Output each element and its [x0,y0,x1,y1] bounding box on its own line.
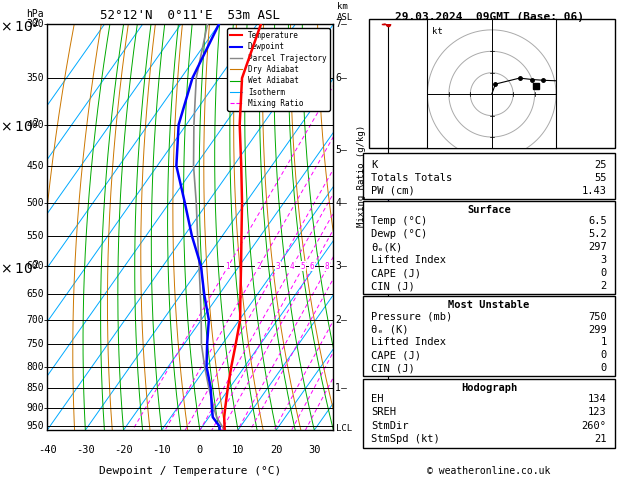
Text: 134: 134 [588,394,607,404]
Text: 3: 3 [276,261,280,271]
Text: 850: 850 [26,382,44,393]
Text: 25: 25 [594,160,607,170]
Text: CAPE (J): CAPE (J) [371,268,421,278]
Text: Most Unstable: Most Unstable [448,300,530,310]
Text: Hodograph: Hodograph [461,382,517,393]
Text: 900: 900 [26,402,44,413]
Text: 297: 297 [588,242,607,252]
Text: 7: 7 [335,19,341,29]
Legend: Temperature, Dewpoint, Parcel Trajectory, Dry Adiabat, Wet Adiabat, Isotherm, Mi: Temperature, Dewpoint, Parcel Trajectory… [227,28,330,111]
Text: θₑ(K): θₑ(K) [371,242,403,252]
Text: 750: 750 [588,312,607,322]
Text: 21: 21 [594,434,607,444]
Text: 750: 750 [26,339,44,349]
Text: Mixing Ratio (g/kg): Mixing Ratio (g/kg) [357,125,366,227]
Text: 950: 950 [26,421,44,432]
Text: 6: 6 [310,261,314,271]
Text: -10: -10 [152,445,171,455]
Text: 1: 1 [601,337,607,347]
Text: Lifted Index: Lifted Index [371,337,447,347]
Text: Surface: Surface [467,205,511,215]
Text: PW (cm): PW (cm) [371,186,415,196]
Text: 6.5: 6.5 [588,216,607,226]
Text: 550: 550 [26,231,44,241]
Text: LCL: LCL [336,424,352,433]
Text: 1: 1 [225,261,230,271]
Text: StmSpd (kt): StmSpd (kt) [371,434,440,444]
Text: 350: 350 [26,73,44,83]
Text: Dewpoint / Temperature (°C): Dewpoint / Temperature (°C) [99,466,281,476]
Text: 0: 0 [601,364,607,373]
Text: 260°: 260° [582,421,607,431]
Text: StmDir: StmDir [371,421,409,431]
Bar [364,379,615,448]
Text: 2: 2 [335,315,341,325]
Text: Dewp (°C): Dewp (°C) [371,229,428,239]
Text: 3: 3 [335,261,341,271]
Text: 4: 4 [335,197,341,208]
Text: 0: 0 [601,350,607,361]
Text: 299: 299 [588,325,607,334]
Text: CIN (J): CIN (J) [371,364,415,373]
Text: 0: 0 [197,445,203,455]
Bar [364,153,615,199]
Text: kt: kt [431,27,442,36]
Text: 3: 3 [601,255,607,265]
Text: km
ASL: km ASL [337,2,353,22]
Text: 500: 500 [26,197,44,208]
Text: 450: 450 [26,161,44,171]
Text: 5: 5 [335,145,341,155]
Text: 4: 4 [289,261,294,271]
Text: θₑ (K): θₑ (K) [371,325,409,334]
Text: -30: -30 [76,445,95,455]
Text: Lifted Index: Lifted Index [371,255,447,265]
Text: 55: 55 [594,173,607,183]
Text: 52°12'N  0°11'E  53m ASL: 52°12'N 0°11'E 53m ASL [100,9,281,22]
Text: EH: EH [371,394,384,404]
Text: Totals Totals: Totals Totals [371,173,453,183]
Text: hPa: hPa [26,9,44,19]
Bar [364,201,615,294]
Text: 0: 0 [601,268,607,278]
Text: 1.43: 1.43 [582,186,607,196]
Text: 800: 800 [26,362,44,371]
Text: 123: 123 [588,407,607,417]
Text: © weatheronline.co.uk: © weatheronline.co.uk [427,467,551,476]
Text: 650: 650 [26,289,44,299]
Text: 10: 10 [231,445,244,455]
Text: SREH: SREH [371,407,396,417]
Text: 1: 1 [335,382,341,393]
Text: 2: 2 [256,261,260,271]
Bar [364,296,615,376]
Text: 400: 400 [26,120,44,130]
Text: Temp (°C): Temp (°C) [371,216,428,226]
Text: 5.2: 5.2 [588,229,607,239]
Text: 2: 2 [601,281,607,291]
Text: 20: 20 [270,445,282,455]
Text: 300: 300 [26,19,44,29]
Text: 5: 5 [301,261,305,271]
Text: CIN (J): CIN (J) [371,281,415,291]
Text: CAPE (J): CAPE (J) [371,350,421,361]
Text: 700: 700 [26,315,44,325]
Text: -40: -40 [38,445,57,455]
Text: K: K [371,160,377,170]
Text: 8: 8 [325,261,330,271]
Bar [369,19,615,148]
Text: 30: 30 [308,445,321,455]
Text: -20: -20 [114,445,133,455]
Text: 6: 6 [335,73,341,83]
Text: Pressure (mb): Pressure (mb) [371,312,453,322]
Text: 29.03.2024  09GMT (Base: 06): 29.03.2024 09GMT (Base: 06) [394,12,584,22]
Text: 600: 600 [26,261,44,271]
